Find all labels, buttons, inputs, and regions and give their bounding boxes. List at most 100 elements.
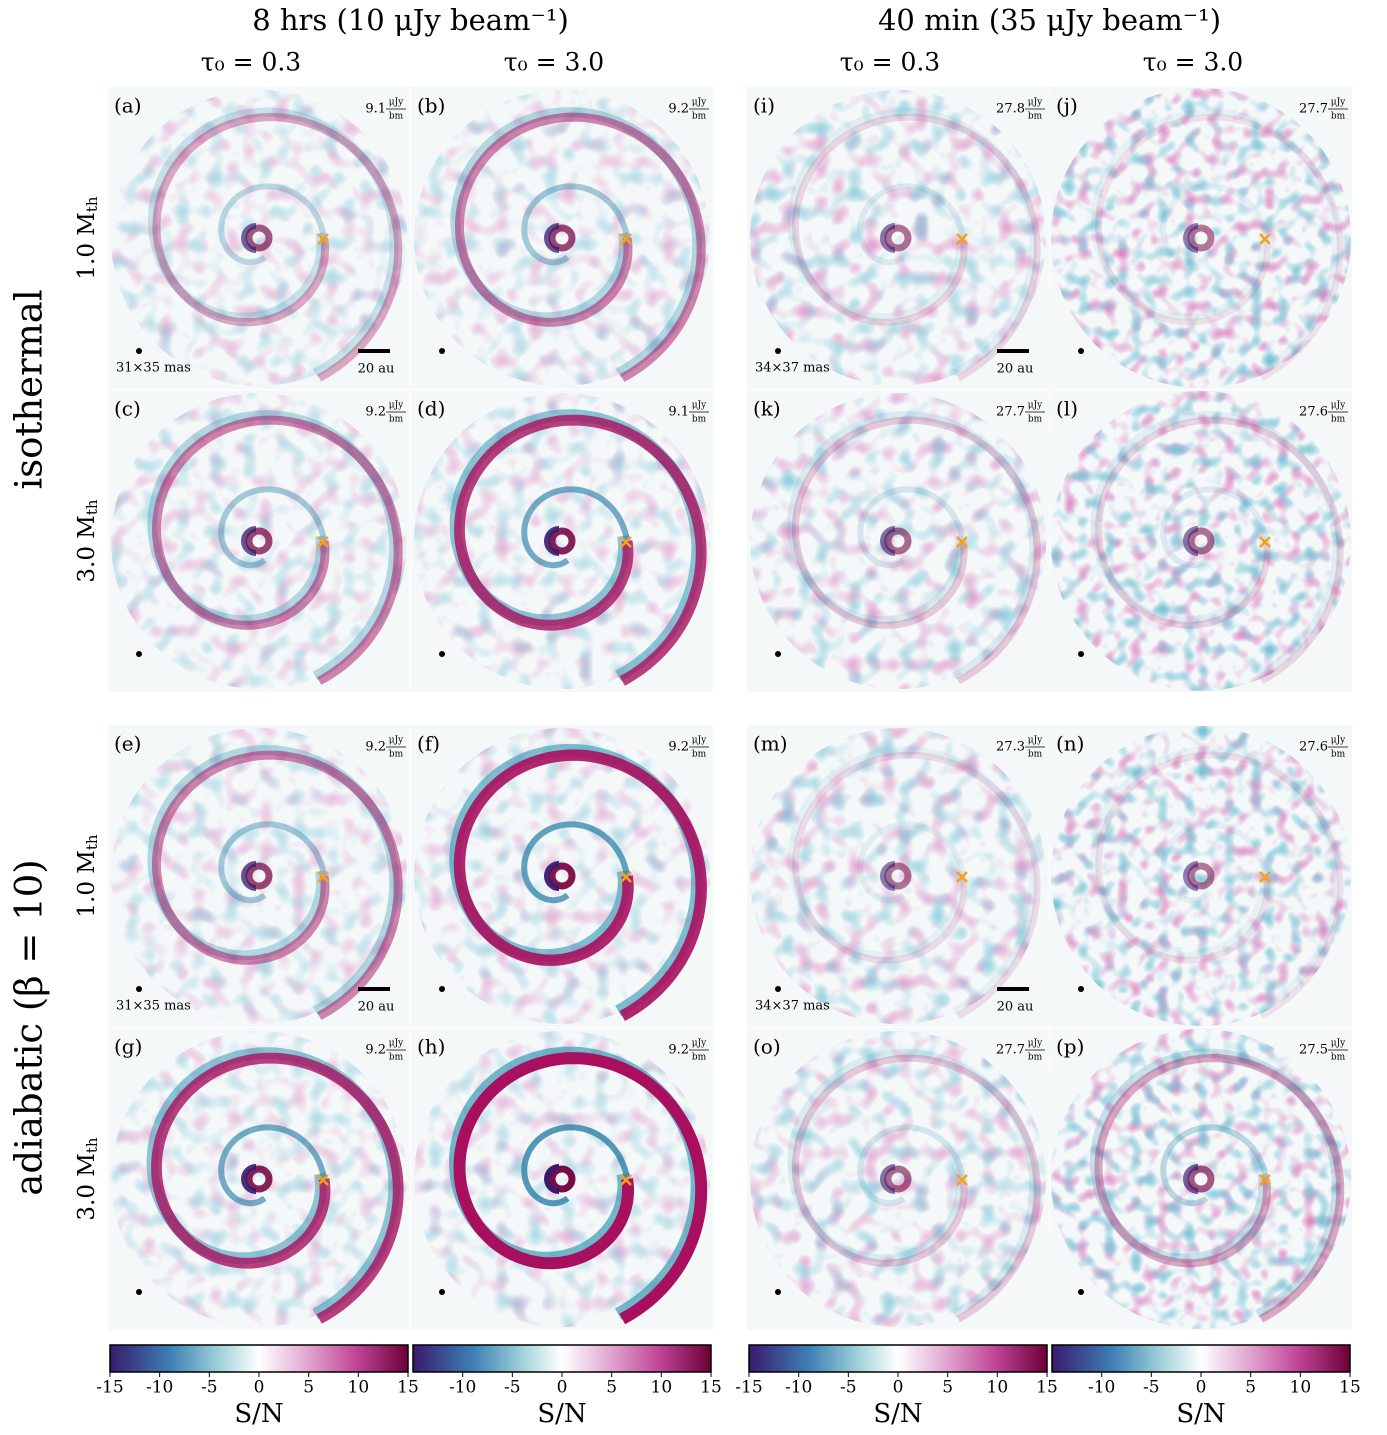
panel-label: (k) (753, 397, 781, 421)
colorbar-tick-label: 0 (557, 1378, 568, 1398)
mass-subscript: th (83, 1137, 101, 1153)
planet-marker (1259, 1174, 1271, 1186)
beam (775, 651, 781, 657)
colorbar-tick-label: 15 (1036, 1378, 1058, 1398)
panel-label: (c) (114, 397, 141, 421)
colorbar-tick-label: 10 (348, 1378, 370, 1398)
inner-cavity-dark (1183, 526, 1199, 556)
beam (775, 348, 781, 354)
colorbar-tick-label: 10 (1290, 1378, 1312, 1398)
mass-subscript: th (83, 834, 101, 850)
colorbar-tick-label: 5 (942, 1378, 953, 1398)
inner-cavity-dark (544, 526, 560, 556)
column-header: 8 hrs (10 μJy beam⁻¹) (252, 3, 569, 37)
spiral-magenta (1095, 751, 1344, 1019)
inner-cavity (245, 527, 273, 555)
planet-marker (317, 233, 329, 245)
inner-cavity-dark (241, 223, 257, 253)
noise-unit-den: bm (389, 750, 404, 760)
noise-value: 27.7 (1299, 102, 1328, 117)
mass-value: 3.0 M (74, 515, 100, 582)
noise-value: 9.2 (668, 740, 689, 755)
panel-label: (h) (417, 1035, 446, 1059)
panel-label: (j) (1056, 94, 1078, 118)
inner-spiral (521, 1124, 630, 1207)
noise-unit-den: bm (1028, 750, 1043, 760)
panel-label: (b) (417, 94, 445, 118)
panel: (p) 27.5 μJy bm (1050, 1028, 1352, 1330)
noise-value: 27.7 (996, 405, 1025, 420)
colorbar-tick-label: 0 (254, 1378, 265, 1398)
planet-marker (620, 233, 632, 245)
noise-unit-den: bm (692, 112, 707, 122)
colorbar-label: S/N (1176, 1399, 1225, 1429)
noise (1051, 88, 1351, 388)
row-label: adiabatic (β = 10) (8, 859, 51, 1195)
panel: (m) 27.3 μJy bm 34×37 mas 20 au (747, 725, 1049, 1027)
colorbar-tick-label: 0 (1196, 1378, 1207, 1398)
beam-size: 34×37 mas (755, 999, 830, 1014)
mass-subscript: th (83, 499, 101, 515)
subcolumn-header: τ₀ = 0.3 (840, 48, 940, 77)
spiral-magenta (1094, 1054, 1345, 1323)
inner-cavity-dark (241, 861, 257, 891)
mass-value: 3.0 M (74, 1153, 100, 1220)
noise-value: 27.8 (996, 102, 1025, 117)
inner-spiral (1160, 821, 1269, 904)
colorbar-tick-label: 0 (893, 1378, 904, 1398)
noise-unit-den: bm (1331, 750, 1346, 760)
inner-cavity (1187, 224, 1215, 252)
beam (136, 651, 142, 657)
beam (1078, 348, 1084, 354)
inner-cavity-dark (880, 861, 896, 891)
inner-cavity-dark (544, 861, 560, 891)
inner-cavity (548, 1165, 576, 1193)
beam (1078, 651, 1084, 657)
panel: (k) 27.7 μJy bm (747, 390, 1049, 692)
beam (136, 1289, 142, 1295)
inner-spiral (521, 486, 630, 569)
noise-unit-den: bm (1028, 1053, 1043, 1063)
beam (439, 651, 445, 657)
planet-marker (956, 536, 968, 548)
colorbar-tick-label: 10 (987, 1378, 1009, 1398)
scale-label: 20 au (358, 362, 395, 377)
colorbar (748, 1344, 1048, 1373)
inner-cavity (245, 1165, 273, 1193)
colorbar-tick-label: -10 (449, 1378, 476, 1398)
panel-label: (f) (417, 732, 440, 756)
inner-cavity (245, 224, 273, 252)
panel-label: (o) (753, 1035, 781, 1059)
noise-unit-num: μJy (1028, 401, 1043, 411)
inner-cavity-dark (880, 1164, 896, 1194)
panel-label: (l) (1056, 397, 1078, 421)
spiral-magenta (792, 113, 1041, 382)
inner-spiral (857, 821, 966, 904)
mass-label: 1.0 Mth (74, 834, 101, 917)
panel: (o) 27.7 μJy bm (747, 1028, 1049, 1330)
beam (439, 1289, 445, 1295)
noise-unit-num: μJy (692, 1039, 707, 1049)
planet-marker (317, 1174, 329, 1186)
beam (775, 1289, 781, 1295)
panel: (n) 27.6 μJy bm (1050, 725, 1352, 1027)
noise-value: 27.5 (1299, 1043, 1328, 1058)
beam (439, 348, 445, 354)
mass-label: 3.0 Mth (74, 1137, 101, 1220)
colorbar-tick-label: 15 (397, 1378, 419, 1398)
planet-marker (956, 233, 968, 245)
panel: (e) 9.2 μJy bm 31×35 mas 20 au (108, 725, 410, 1027)
noise (750, 1031, 1046, 1327)
scale-label: 20 au (358, 1000, 395, 1015)
inner-cavity (1187, 527, 1215, 555)
spiral-magenta (152, 415, 403, 685)
inner-cavity-dark (1183, 861, 1199, 891)
inner-cavity-dark (241, 1164, 257, 1194)
noise (111, 90, 407, 386)
spiral-magenta (152, 750, 403, 1020)
planet-marker (620, 871, 632, 883)
inner-cavity (884, 527, 912, 555)
inner-cavity (884, 862, 912, 890)
planet-marker (956, 871, 968, 883)
